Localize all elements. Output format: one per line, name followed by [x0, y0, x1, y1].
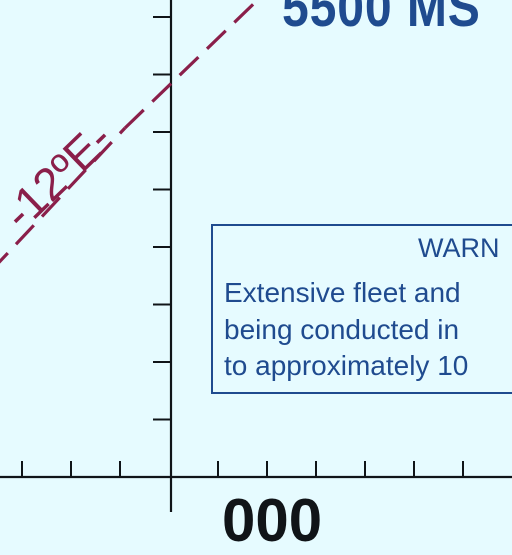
- grid-ticks: [21, 16, 464, 477]
- warning-box: WARN Extensive fleet and being conducted…: [211, 224, 512, 394]
- altitude-label: 5500 MS: [282, 0, 481, 38]
- warning-line: to approximately 10: [224, 350, 469, 381]
- isogonic-line: [0, 0, 260, 264]
- sectional-chart: -12ºE-: [0, 0, 512, 512]
- isogonic-label: -12ºE-: [0, 112, 122, 239]
- warning-line: Extensive fleet and: [224, 277, 461, 308]
- warning-line: being conducted in: [224, 314, 460, 345]
- warning-title: WARN: [418, 233, 500, 263]
- bottom-number-label: 000: [222, 487, 323, 554]
